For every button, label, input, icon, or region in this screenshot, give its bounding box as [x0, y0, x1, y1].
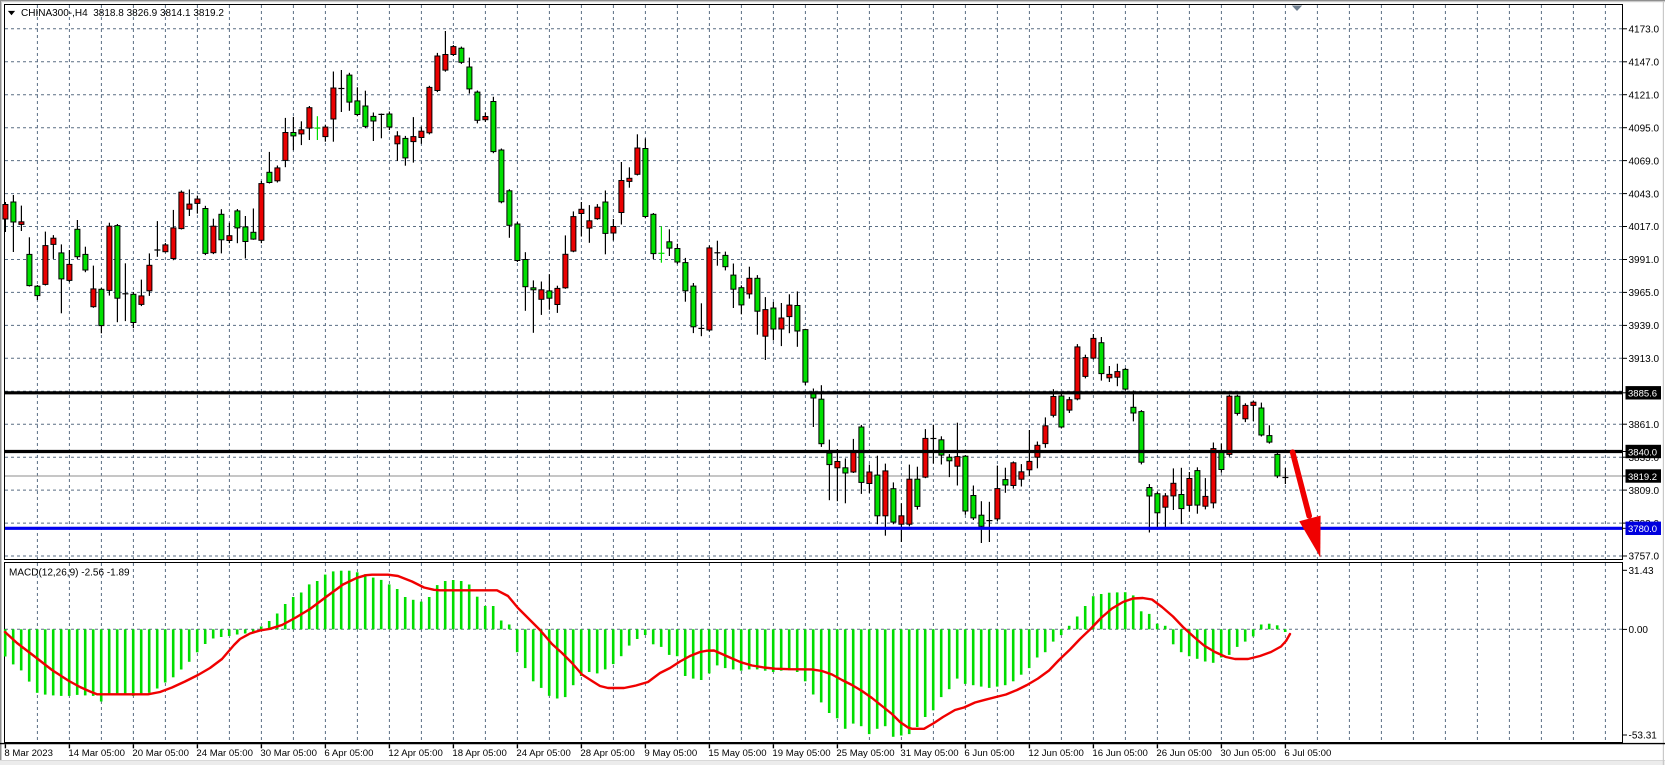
svg-text:3840.0: 3840.0 — [1628, 447, 1657, 458]
svg-text:6 Jun 05:00: 6 Jun 05:00 — [964, 748, 1014, 759]
svg-text:28 Apr 05:00: 28 Apr 05:00 — [580, 748, 634, 759]
svg-text:12 Apr 05:00: 12 Apr 05:00 — [388, 748, 442, 759]
svg-text:3809.0: 3809.0 — [1629, 486, 1660, 497]
svg-text:4147.0: 4147.0 — [1629, 58, 1660, 69]
svg-text:16 Jun 05:00: 16 Jun 05:00 — [1092, 748, 1147, 759]
svg-text:24 Apr 05:00: 24 Apr 05:00 — [516, 748, 570, 759]
svg-text:3991.0: 3991.0 — [1629, 255, 1660, 266]
svg-text:3861.0: 3861.0 — [1629, 420, 1660, 431]
svg-text:4043.0: 4043.0 — [1629, 189, 1660, 200]
svg-text:20 Mar 05:00: 20 Mar 05:00 — [132, 748, 189, 759]
svg-text:6 Jul 05:00: 6 Jul 05:00 — [1284, 748, 1331, 759]
svg-text:3757.0: 3757.0 — [1629, 552, 1660, 563]
svg-text:9 May 05:00: 9 May 05:00 — [644, 748, 697, 759]
svg-text:3780.0: 3780.0 — [1628, 524, 1657, 535]
svg-text:31.43: 31.43 — [1629, 566, 1654, 577]
svg-text:8 Mar 2023: 8 Mar 2023 — [4, 748, 53, 759]
svg-text:3965.0: 3965.0 — [1629, 288, 1660, 299]
svg-text:19 May 05:00: 19 May 05:00 — [772, 748, 830, 759]
svg-text:0.00: 0.00 — [1629, 625, 1649, 636]
svg-text:3913.0: 3913.0 — [1629, 354, 1660, 365]
svg-text:3939.0: 3939.0 — [1629, 321, 1660, 332]
svg-text:3885.6: 3885.6 — [1628, 389, 1657, 400]
svg-text:-53.31: -53.31 — [1629, 731, 1658, 742]
svg-text:MACD(12,26,9) -2.56 -1.89: MACD(12,26,9) -2.56 -1.89 — [9, 568, 130, 579]
svg-text:3835.0: 3835.0 — [1629, 453, 1660, 464]
svg-text:4095.0: 4095.0 — [1629, 123, 1660, 134]
svg-text:12 Jun 05:00: 12 Jun 05:00 — [1028, 748, 1083, 759]
svg-text:4069.0: 4069.0 — [1629, 156, 1660, 167]
svg-text:4173.0: 4173.0 — [1629, 25, 1660, 36]
svg-text:24 Mar 05:00: 24 Mar 05:00 — [196, 748, 253, 759]
svg-text:14 Mar 05:00: 14 Mar 05:00 — [68, 748, 125, 759]
svg-text:3819.2: 3819.2 — [1628, 472, 1657, 483]
svg-text:30 Jun 05:00: 30 Jun 05:00 — [1220, 748, 1275, 759]
svg-text:25 May 05:00: 25 May 05:00 — [836, 748, 894, 759]
svg-text:6 Apr 05:00: 6 Apr 05:00 — [324, 748, 373, 759]
svg-text:4121.0: 4121.0 — [1629, 90, 1660, 101]
svg-text:30 Mar 05:00: 30 Mar 05:00 — [260, 748, 317, 759]
svg-text:CHINA300-,H4 3818.8 3826.9 38: CHINA300-,H4 3818.8 3826.9 3814.1 3819.2 — [21, 8, 224, 19]
svg-text:26 Jun 05:00: 26 Jun 05:00 — [1156, 748, 1211, 759]
svg-text:31 May 05:00: 31 May 05:00 — [900, 748, 958, 759]
svg-text:15 May 05:00: 15 May 05:00 — [708, 748, 766, 759]
svg-text:18 Apr 05:00: 18 Apr 05:00 — [452, 748, 506, 759]
svg-text:4017.0: 4017.0 — [1629, 222, 1660, 233]
